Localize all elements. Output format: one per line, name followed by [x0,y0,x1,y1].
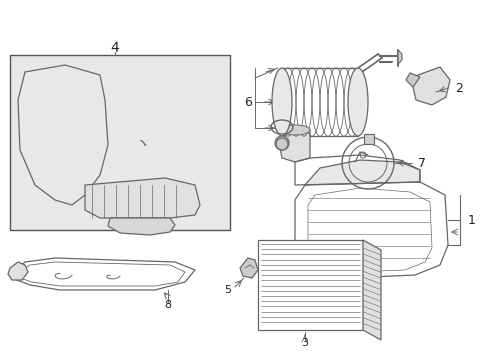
Text: 8: 8 [165,300,172,310]
Text: 1: 1 [468,213,476,226]
Polygon shape [406,73,420,87]
FancyBboxPatch shape [258,240,363,330]
Polygon shape [295,178,448,278]
Polygon shape [280,128,310,162]
Polygon shape [240,258,258,278]
FancyBboxPatch shape [10,55,230,230]
Ellipse shape [348,68,368,136]
Circle shape [275,136,289,150]
Polygon shape [12,258,195,290]
Polygon shape [363,240,381,340]
Text: 2: 2 [455,81,463,95]
Ellipse shape [272,68,292,136]
Text: 6: 6 [244,95,252,108]
Text: 5: 5 [224,285,231,295]
Ellipse shape [282,125,310,135]
Text: 7: 7 [418,157,426,170]
Polygon shape [305,160,420,185]
Text: 4: 4 [111,41,120,55]
Polygon shape [18,65,108,205]
Polygon shape [85,178,200,218]
Polygon shape [413,67,450,105]
Circle shape [276,138,288,150]
Polygon shape [8,262,28,280]
FancyBboxPatch shape [364,134,374,144]
Polygon shape [108,218,175,235]
Polygon shape [398,50,402,64]
Text: 3: 3 [301,338,309,348]
